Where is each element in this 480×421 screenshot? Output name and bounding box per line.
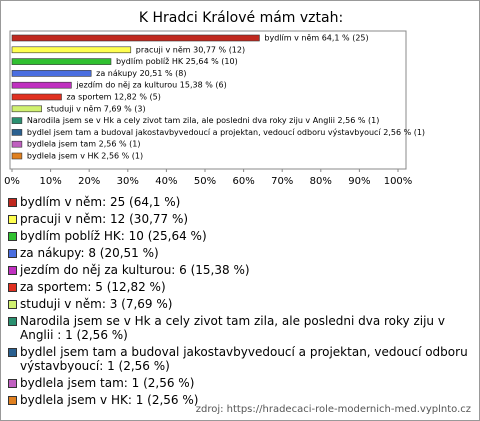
bar [11, 81, 72, 89]
bar [11, 129, 23, 136]
bar [11, 105, 42, 113]
bar [11, 117, 23, 124]
legend-swatch [8, 348, 17, 357]
legend-swatch [8, 379, 17, 388]
x-tick-label: 0% [4, 176, 20, 187]
x-tick-label: 10% [39, 176, 61, 187]
bar-label: studuji v něm 7,69 % (3) [47, 104, 146, 113]
legend-label: studuji v něm: 3 (7,69 %) [20, 297, 173, 311]
x-tick-label: 60% [232, 176, 254, 187]
legend-label: Narodila jsem se v Hk a cely zivot tam z… [20, 314, 445, 342]
legend-label: bydlel jsem tam a budoval jakostavbyvedo… [20, 345, 468, 373]
legend-item: za nákupy: 8 (20,51 %) [7, 246, 473, 260]
legend-label: bydlím poblíž HK: 10 (25,64 %) [20, 229, 207, 243]
legend-item: pracuji v něm: 12 (30,77 %) [7, 212, 473, 226]
legend-item: za sportem: 5 (12,82 %) [7, 280, 473, 294]
legend-item: bydlím poblíž HK: 10 (25,64 %) [7, 229, 473, 243]
bar-label: Narodila jsem se v Hk a cely zivot tam z… [27, 116, 380, 125]
legend-swatch [8, 215, 17, 224]
bar-label: bydlela jsem v HK 2,56 % (1) [27, 152, 143, 161]
bar-label: bydlel jsem tam a budoval jakostavbyvedo… [27, 128, 425, 137]
legend-swatch [8, 300, 17, 309]
bar-label: pracuji v něm 30,77 % (12) [136, 45, 245, 54]
x-tick-label: 80% [310, 176, 332, 187]
legend-label: bydlela jsem tam: 1 (2,56 %) [20, 376, 195, 390]
legend-item: bydlela jsem v HK: 1 (2,56 %) [7, 393, 473, 407]
legend-item: Narodila jsem se v Hk a cely zivot tam z… [7, 314, 473, 342]
legend-item: bydlím v něm: 25 (64,1 %) [7, 195, 473, 209]
legend-label: bydlela jsem v HK: 1 (2,56 %) [20, 393, 199, 407]
bar-label: bydlím v něm 64,1 % (25) [264, 34, 368, 43]
legend-label: pracuji v něm: 12 (30,77 %) [20, 212, 189, 226]
x-tick-label: 50% [194, 176, 216, 187]
bar-label: za sportem 12,82 % (5) [66, 93, 160, 102]
chart-title: K Hradci Králové mám vztah: [139, 10, 343, 26]
bar [11, 152, 23, 160]
source: zdroj: https://hradecaci-role-modernich-… [195, 404, 471, 415]
legend-item: bydlela jsem tam: 1 (2,56 %) [7, 376, 473, 390]
bar [11, 58, 112, 65]
legend-label: bydlím v něm: 25 (64,1 %) [20, 195, 181, 209]
legend: bydlím v něm: 25 (64,1 %) pracuji v něm: … [7, 195, 473, 410]
legend-swatch [8, 317, 17, 326]
bar [11, 140, 23, 148]
bar-label: bydlím poblíž HK 25,64 % (10) [116, 57, 238, 66]
legend-swatch [8, 232, 17, 241]
legend-label: za nákupy: 8 (20,51 %) [20, 246, 159, 260]
x-tick-label: 40% [155, 176, 177, 187]
legend-swatch [8, 283, 17, 292]
legend-item: bydlel jsem tam a budoval jakostavbyvedo… [7, 345, 473, 373]
bar-label: jezdím do něj za kulturou 15,38 % (6) [75, 81, 226, 90]
legend-label: jezdím do něj za kulturou: 6 (15,38 %) [20, 263, 250, 277]
bar-label: bydlela jsem tam 2,56 % (1) [27, 140, 141, 149]
bar [11, 70, 92, 77]
legend-item: jezdím do něj za kulturou: 6 (15,38 %) [7, 263, 473, 277]
legend-label: za sportem: 5 (12,82 %) [20, 280, 166, 294]
x-tick-label: 70% [271, 176, 293, 187]
legend-swatch [8, 198, 17, 207]
bar [11, 46, 132, 54]
x-tick-label: 90% [348, 176, 370, 187]
legend-item: studuji v něm: 3 (7,69 %) [7, 297, 473, 311]
bar [11, 93, 62, 101]
x-tick-label: 20% [78, 176, 100, 187]
legend-swatch [8, 249, 17, 258]
bar-label: za nákupy 20,51 % (8) [96, 69, 186, 78]
bar [11, 34, 260, 42]
x-tick-label: 30% [117, 176, 139, 187]
chart: K Hradci Králové mám vztah: 0% 10% 20% 30% 4… [4, 10, 425, 187]
legend-swatch [8, 266, 17, 275]
plot-frame [9, 30, 407, 170]
x-tick-label: 100% [384, 176, 413, 187]
legend-swatch [8, 396, 17, 405]
